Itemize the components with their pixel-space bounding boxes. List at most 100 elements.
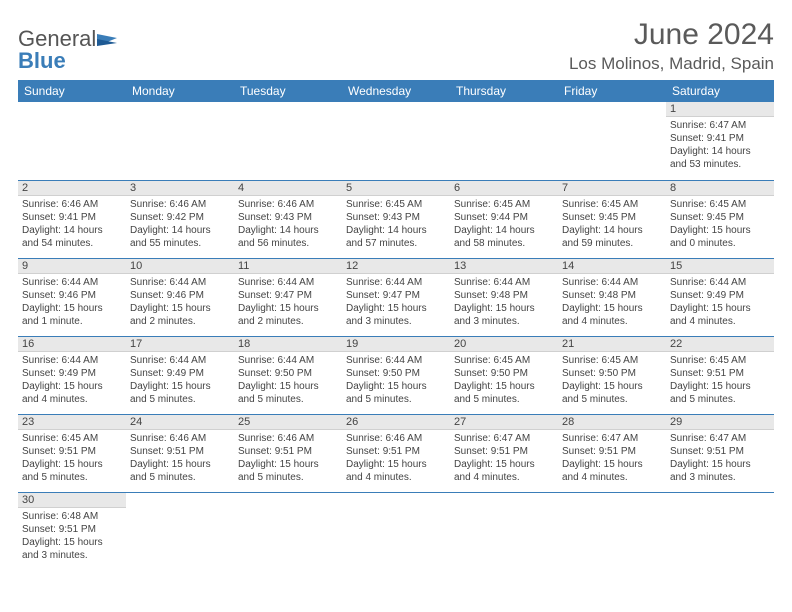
sunrise-line: Sunrise: 6:45 AM <box>346 198 446 211</box>
calendar-cell: 21Sunrise: 6:45 AMSunset: 9:50 PMDayligh… <box>558 336 666 414</box>
calendar-cell: 30Sunrise: 6:48 AMSunset: 9:51 PMDayligh… <box>18 492 126 570</box>
day-body: Sunrise: 6:45 AMSunset: 9:43 PMDaylight:… <box>342 196 450 254</box>
day-body: Sunrise: 6:47 AMSunset: 9:51 PMDaylight:… <box>666 430 774 488</box>
weekday-header: Thursday <box>450 80 558 102</box>
calendar-body: 1Sunrise: 6:47 AMSunset: 9:41 PMDaylight… <box>18 102 774 570</box>
calendar-cell: 6Sunrise: 6:45 AMSunset: 9:44 PMDaylight… <box>450 180 558 258</box>
sunset-line: Sunset: 9:51 PM <box>346 445 446 458</box>
daylight-line: Daylight: 15 hours and 4 minutes. <box>454 458 554 484</box>
day-number: 7 <box>558 181 666 196</box>
day-number: 12 <box>342 259 450 274</box>
sunrise-line: Sunrise: 6:47 AM <box>670 432 770 445</box>
weekday-header: Sunday <box>18 80 126 102</box>
day-number: 20 <box>450 337 558 352</box>
calendar-cell: 9Sunrise: 6:44 AMSunset: 9:46 PMDaylight… <box>18 258 126 336</box>
daylight-line: Daylight: 14 hours and 59 minutes. <box>562 224 662 250</box>
day-body: Sunrise: 6:44 AMSunset: 9:47 PMDaylight:… <box>342 274 450 332</box>
sunrise-line: Sunrise: 6:44 AM <box>22 276 122 289</box>
daylight-line: Daylight: 14 hours and 57 minutes. <box>346 224 446 250</box>
daylight-line: Daylight: 15 hours and 4 minutes. <box>22 380 122 406</box>
daylight-line: Daylight: 15 hours and 5 minutes. <box>562 380 662 406</box>
sunrise-line: Sunrise: 6:47 AM <box>670 119 770 132</box>
day-body: Sunrise: 6:45 AMSunset: 9:44 PMDaylight:… <box>450 196 558 254</box>
calendar-cell: 22Sunrise: 6:45 AMSunset: 9:51 PMDayligh… <box>666 336 774 414</box>
day-body: Sunrise: 6:46 AMSunset: 9:51 PMDaylight:… <box>234 430 342 488</box>
day-number: 16 <box>18 337 126 352</box>
day-number: 15 <box>666 259 774 274</box>
daylight-line: Daylight: 14 hours and 55 minutes. <box>130 224 230 250</box>
calendar-cell: 18Sunrise: 6:44 AMSunset: 9:50 PMDayligh… <box>234 336 342 414</box>
calendar-cell <box>558 102 666 180</box>
sunset-line: Sunset: 9:51 PM <box>130 445 230 458</box>
sunrise-line: Sunrise: 6:45 AM <box>22 432 122 445</box>
day-number: 28 <box>558 415 666 430</box>
weekday-header: Monday <box>126 80 234 102</box>
sunset-line: Sunset: 9:49 PM <box>22 367 122 380</box>
day-number: 4 <box>234 181 342 196</box>
day-body: Sunrise: 6:45 AMSunset: 9:51 PMDaylight:… <box>666 352 774 410</box>
daylight-line: Daylight: 15 hours and 5 minutes. <box>454 380 554 406</box>
calendar-table: SundayMondayTuesdayWednesdayThursdayFrid… <box>18 80 774 570</box>
weekday-header: Friday <box>558 80 666 102</box>
calendar-cell: 11Sunrise: 6:44 AMSunset: 9:47 PMDayligh… <box>234 258 342 336</box>
logo-blue: Blue <box>18 48 66 73</box>
sunset-line: Sunset: 9:51 PM <box>238 445 338 458</box>
calendar-cell: 26Sunrise: 6:46 AMSunset: 9:51 PMDayligh… <box>342 414 450 492</box>
day-body: Sunrise: 6:47 AMSunset: 9:51 PMDaylight:… <box>558 430 666 488</box>
calendar-cell: 13Sunrise: 6:44 AMSunset: 9:48 PMDayligh… <box>450 258 558 336</box>
sunset-line: Sunset: 9:51 PM <box>454 445 554 458</box>
weekday-header: Wednesday <box>342 80 450 102</box>
day-body: Sunrise: 6:44 AMSunset: 9:46 PMDaylight:… <box>126 274 234 332</box>
logo: GeneralBlue <box>18 18 119 72</box>
sunset-line: Sunset: 9:43 PM <box>346 211 446 224</box>
weekday-header: Saturday <box>666 80 774 102</box>
calendar-cell <box>558 492 666 570</box>
sunset-line: Sunset: 9:50 PM <box>346 367 446 380</box>
day-body: Sunrise: 6:44 AMSunset: 9:50 PMDaylight:… <box>342 352 450 410</box>
calendar-cell: 15Sunrise: 6:44 AMSunset: 9:49 PMDayligh… <box>666 258 774 336</box>
calendar-week: 23Sunrise: 6:45 AMSunset: 9:51 PMDayligh… <box>18 414 774 492</box>
calendar-week: 16Sunrise: 6:44 AMSunset: 9:49 PMDayligh… <box>18 336 774 414</box>
header: GeneralBlue June 2024 Los Molinos, Madri… <box>18 18 774 74</box>
sunset-line: Sunset: 9:51 PM <box>22 523 122 536</box>
day-number: 27 <box>450 415 558 430</box>
day-body: Sunrise: 6:44 AMSunset: 9:49 PMDaylight:… <box>666 274 774 332</box>
sunrise-line: Sunrise: 6:47 AM <box>454 432 554 445</box>
sunset-line: Sunset: 9:46 PM <box>22 289 122 302</box>
title-block: June 2024 Los Molinos, Madrid, Spain <box>569 18 774 74</box>
day-number: 5 <box>342 181 450 196</box>
day-body: Sunrise: 6:46 AMSunset: 9:51 PMDaylight:… <box>342 430 450 488</box>
sunset-line: Sunset: 9:51 PM <box>562 445 662 458</box>
calendar-cell <box>234 102 342 180</box>
daylight-line: Daylight: 15 hours and 2 minutes. <box>130 302 230 328</box>
day-number: 23 <box>18 415 126 430</box>
location: Los Molinos, Madrid, Spain <box>569 54 774 74</box>
calendar-cell: 20Sunrise: 6:45 AMSunset: 9:50 PMDayligh… <box>450 336 558 414</box>
calendar-cell <box>234 492 342 570</box>
calendar-cell: 25Sunrise: 6:46 AMSunset: 9:51 PMDayligh… <box>234 414 342 492</box>
daylight-line: Daylight: 15 hours and 4 minutes. <box>562 302 662 328</box>
sunrise-line: Sunrise: 6:46 AM <box>238 432 338 445</box>
calendar-cell: 23Sunrise: 6:45 AMSunset: 9:51 PMDayligh… <box>18 414 126 492</box>
day-body: Sunrise: 6:46 AMSunset: 9:43 PMDaylight:… <box>234 196 342 254</box>
sunset-line: Sunset: 9:47 PM <box>238 289 338 302</box>
sunset-line: Sunset: 9:51 PM <box>670 445 770 458</box>
day-number: 22 <box>666 337 774 352</box>
sunrise-line: Sunrise: 6:45 AM <box>454 354 554 367</box>
weekday-header: Tuesday <box>234 80 342 102</box>
sunset-line: Sunset: 9:46 PM <box>130 289 230 302</box>
sunset-line: Sunset: 9:50 PM <box>562 367 662 380</box>
daylight-line: Daylight: 14 hours and 53 minutes. <box>670 145 770 171</box>
daylight-line: Daylight: 15 hours and 3 minutes. <box>670 458 770 484</box>
sunset-line: Sunset: 9:49 PM <box>130 367 230 380</box>
calendar-cell <box>666 492 774 570</box>
sunrise-line: Sunrise: 6:45 AM <box>670 198 770 211</box>
day-body: Sunrise: 6:46 AMSunset: 9:41 PMDaylight:… <box>18 196 126 254</box>
day-body: Sunrise: 6:47 AMSunset: 9:41 PMDaylight:… <box>666 117 774 175</box>
calendar-cell: 7Sunrise: 6:45 AMSunset: 9:45 PMDaylight… <box>558 180 666 258</box>
day-body: Sunrise: 6:44 AMSunset: 9:46 PMDaylight:… <box>18 274 126 332</box>
sunset-line: Sunset: 9:48 PM <box>454 289 554 302</box>
daylight-line: Daylight: 15 hours and 2 minutes. <box>238 302 338 328</box>
sunset-line: Sunset: 9:51 PM <box>22 445 122 458</box>
calendar-cell: 28Sunrise: 6:47 AMSunset: 9:51 PMDayligh… <box>558 414 666 492</box>
